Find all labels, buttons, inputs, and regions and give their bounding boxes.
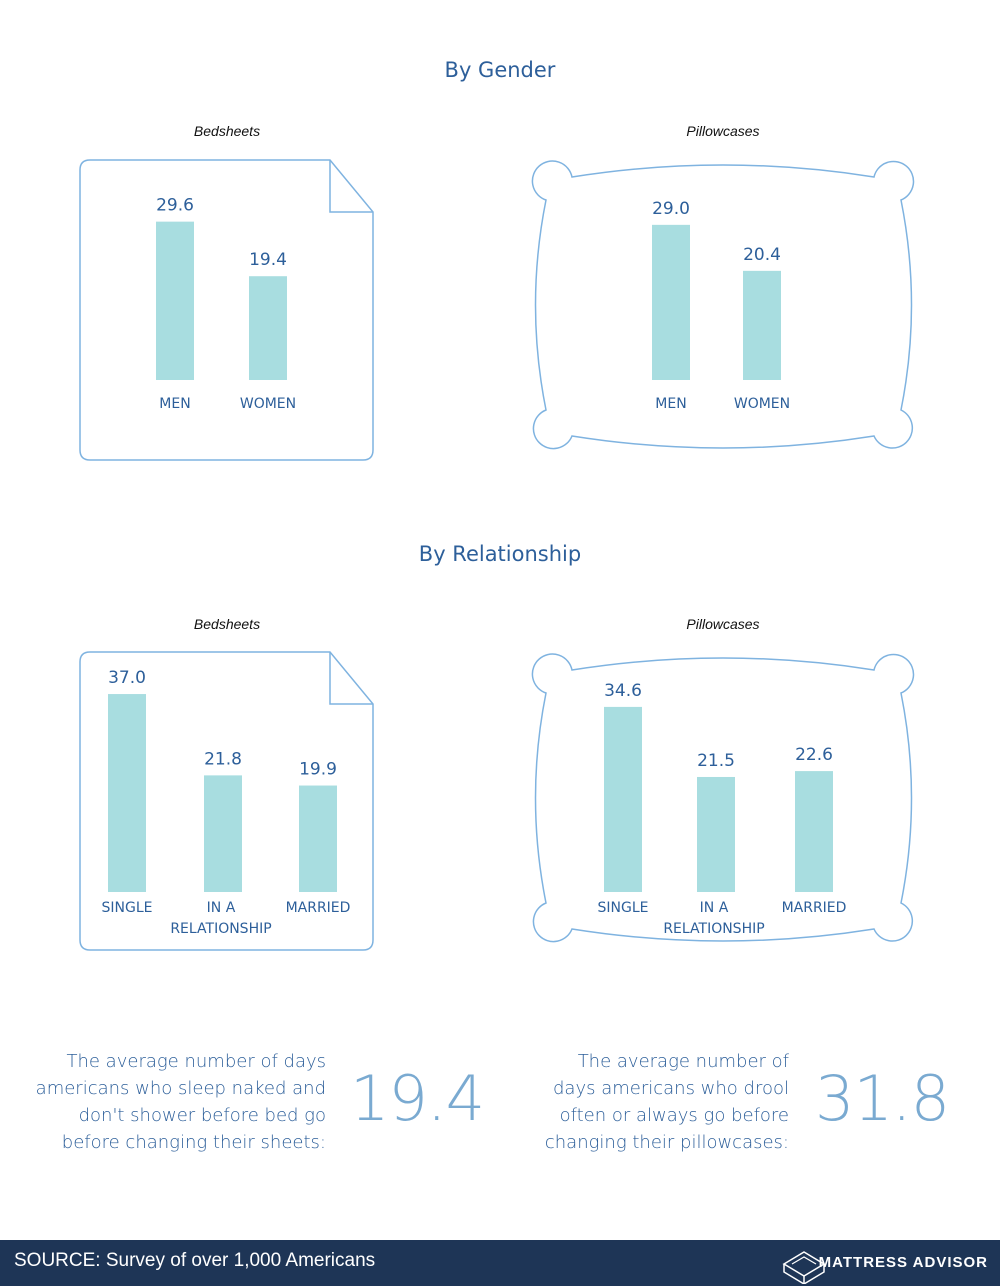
pillow-frame-gender bbox=[531, 160, 915, 450]
bedsheets-relationship-bar bbox=[299, 785, 337, 892]
bed-logo-icon bbox=[782, 1251, 826, 1284]
pillowcases-relationship-value-label: 34.6 bbox=[604, 681, 642, 701]
stat-left-line: The average number of days bbox=[66, 1051, 326, 1072]
bedsheets-relationship-category-label: SINGLE bbox=[102, 900, 153, 916]
bedsheets-relationship-value-label: 21.8 bbox=[204, 749, 242, 769]
stat-left-value: 19.4 bbox=[350, 1062, 485, 1135]
pillowcases-relationship-category-label: SINGLE bbox=[598, 900, 649, 916]
bedsheets-relationship-value-label: 37.0 bbox=[108, 668, 146, 688]
stat-right-line: often or always go before bbox=[559, 1105, 789, 1126]
stat-left-line: don't shower before bed go bbox=[78, 1105, 326, 1126]
bedsheets-gender-category-label: MEN bbox=[159, 396, 190, 412]
stat-right-line: The average number of bbox=[577, 1051, 789, 1072]
pillowcases-relationship-value-label: 21.5 bbox=[697, 751, 735, 771]
section-title-gender: By Gender bbox=[444, 58, 556, 82]
pillowcases-relationship-bar bbox=[697, 776, 735, 892]
stat-left-line: americans who sleep naked and bbox=[35, 1078, 326, 1099]
bedsheets-gender-category-label: WOMEN bbox=[240, 396, 296, 412]
stat-right-value: 31.8 bbox=[815, 1062, 950, 1135]
brand-name: MATTRESS ADVISOR bbox=[818, 1254, 988, 1271]
chart-title-bedsheets-gender: Bedsheets bbox=[193, 123, 261, 139]
bedsheets-gender-value-label: 29.6 bbox=[156, 196, 194, 216]
source-text: SOURCE: Survey of over 1,000 Americans bbox=[14, 1250, 376, 1271]
chart-title-pillowcases-gender: Pillowcases bbox=[686, 123, 760, 139]
sheet-fold-gender bbox=[329, 160, 373, 213]
stat-left-text: The average number of days americans who… bbox=[20, 1048, 326, 1156]
bedsheets-gender-value-label: 19.4 bbox=[249, 250, 287, 270]
section-title-relationship: By Relationship bbox=[418, 542, 582, 566]
pillowcases-relationship-bar bbox=[604, 706, 642, 892]
bedsheets-relationship-category-label: MARRIED bbox=[286, 900, 351, 916]
bedsheets-relationship-value-label: 19.9 bbox=[299, 760, 337, 780]
stat-right-line: days americans who drool bbox=[552, 1078, 789, 1099]
stat-right-line: changing their pillowcases: bbox=[544, 1132, 789, 1153]
pillowcases-relationship-category-label: IN A bbox=[700, 900, 729, 916]
bedsheets-gender-bar bbox=[249, 276, 287, 380]
chart-title-pillowcases-relationship: Pillowcases bbox=[686, 616, 760, 632]
chart-title-bedsheets-relationship: Bedsheets bbox=[193, 616, 261, 632]
footer-bar: SOURCE: Survey of over 1,000 Americans M… bbox=[0, 1240, 1000, 1286]
pillowcases-gender-category-label: MEN bbox=[655, 396, 686, 412]
sheet-frame-relationship bbox=[79, 651, 374, 951]
charts-canvas: 29.6 MEN 19.4 WOMEN 29.0 MEN 20.4 WOMEN 37.0 SING… bbox=[79, 159, 915, 951]
pillowcases-relationship-category-label: RELATIONSHIP bbox=[663, 921, 764, 937]
pillowcases-gender-bar bbox=[743, 270, 781, 380]
stat-right-text: The average number of days americans who… bbox=[520, 1048, 789, 1156]
stat-left-line: before changing their sheets: bbox=[61, 1132, 326, 1153]
pillowcases-relationship-bar bbox=[795, 771, 833, 892]
pillowcases-gender-bar bbox=[652, 224, 690, 380]
pillow-frame-relationship bbox=[531, 653, 915, 943]
pillowcases-gender-value-label: 20.4 bbox=[743, 245, 781, 265]
bedsheets-relationship-bar bbox=[108, 694, 146, 892]
pillowcases-relationship-value-label: 22.6 bbox=[795, 745, 833, 765]
sheet-fold-relationship bbox=[329, 652, 373, 705]
bedsheets-relationship-bar bbox=[204, 775, 242, 892]
sheet-frame-gender bbox=[79, 159, 374, 461]
bedsheets-relationship-category-label: RELATIONSHIP bbox=[170, 921, 271, 937]
pillowcases-gender-value-label: 29.0 bbox=[652, 199, 690, 219]
bedsheets-gender-bar bbox=[156, 221, 194, 380]
bedsheets-relationship-category-label: IN A bbox=[207, 900, 236, 916]
pillowcases-relationship-category-label: MARRIED bbox=[782, 900, 847, 916]
pillowcases-gender-category-label: WOMEN bbox=[734, 396, 790, 412]
